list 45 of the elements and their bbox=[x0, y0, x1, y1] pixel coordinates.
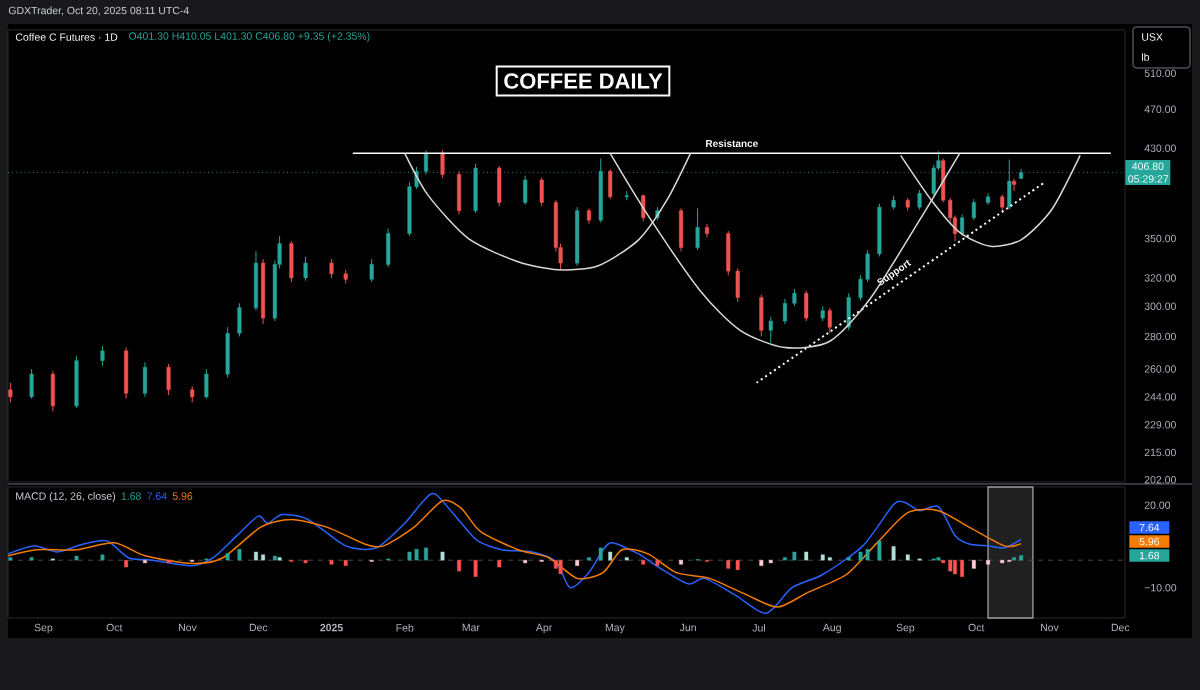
x-tick-label: Dec bbox=[249, 623, 268, 632]
y-tick-label: 229.00 bbox=[1144, 421, 1176, 429]
text: GDXTrader, Oct 20, 2025 08:11 UTC-4 bbox=[8, 6, 189, 16]
x-tick-label: 2025 bbox=[320, 623, 343, 632]
x-tick-label: Nov bbox=[1040, 623, 1059, 632]
x-tick-label: Sep bbox=[896, 623, 915, 634]
ref-line-label: 406.80 05:29:27 bbox=[1128, 162, 1169, 183]
y-tick-label: 470.00 bbox=[1144, 105, 1176, 113]
annotation: 5.96 bbox=[172, 492, 193, 500]
x-tick-label: Sep bbox=[34, 623, 53, 634]
text: 1.68 bbox=[1139, 551, 1160, 560]
x-tick-label: Apr bbox=[535, 623, 553, 634]
x-tick-label: Aug bbox=[822, 623, 841, 634]
x-tick-label: Mar bbox=[462, 623, 480, 632]
y-tick-label: 280.00 bbox=[1144, 332, 1176, 341]
y-tick-label: 260.00 bbox=[1144, 365, 1176, 373]
y-tick-label: 202.00 bbox=[1144, 476, 1176, 484]
x-tick-label: Jun bbox=[679, 623, 696, 632]
series-label: Resistance bbox=[706, 139, 758, 148]
x-tick-label: May bbox=[605, 623, 625, 634]
chart-subtitle: Coffee C Futures · 1D bbox=[15, 33, 118, 41]
annotation: 1.68 bbox=[121, 492, 141, 500]
y-tick-label: 350.00 bbox=[1144, 234, 1176, 243]
x-tick-label: Dec bbox=[1111, 623, 1130, 632]
text: COFFEE DAILY bbox=[504, 73, 663, 89]
x-tick-label: Feb bbox=[396, 623, 414, 632]
y-tick-label: −10.00 bbox=[1144, 583, 1177, 592]
annotation: 7.64 bbox=[147, 492, 167, 500]
annotation: O401.30 H410.05 L401.30 C406.80 +9.35 (+2.35%) bbox=[129, 32, 370, 42]
y-tick-label: 430.00 bbox=[1144, 144, 1176, 152]
text: 7.64 bbox=[1139, 523, 1160, 532]
x-tick-label: Nov bbox=[179, 623, 197, 632]
text: lb bbox=[1142, 53, 1150, 61]
chart-title: MACD (12, 26, close) bbox=[16, 492, 116, 502]
y-tick-label: 20.00 bbox=[1144, 501, 1171, 509]
text: USX bbox=[1142, 33, 1163, 41]
y-tick-label: 244.00 bbox=[1144, 393, 1176, 401]
y-tick-label: 300.00 bbox=[1144, 302, 1176, 310]
y-tick-label: 215.00 bbox=[1144, 448, 1176, 457]
x-tick-label: Oct bbox=[106, 623, 123, 632]
y-tick-label: 320.00 bbox=[1144, 274, 1176, 282]
y-tick-label: 510.00 bbox=[1144, 69, 1176, 78]
x-tick-label: Oct bbox=[968, 623, 985, 632]
text: 5.96 bbox=[1139, 537, 1160, 546]
x-tick-label: Jul bbox=[752, 623, 765, 632]
